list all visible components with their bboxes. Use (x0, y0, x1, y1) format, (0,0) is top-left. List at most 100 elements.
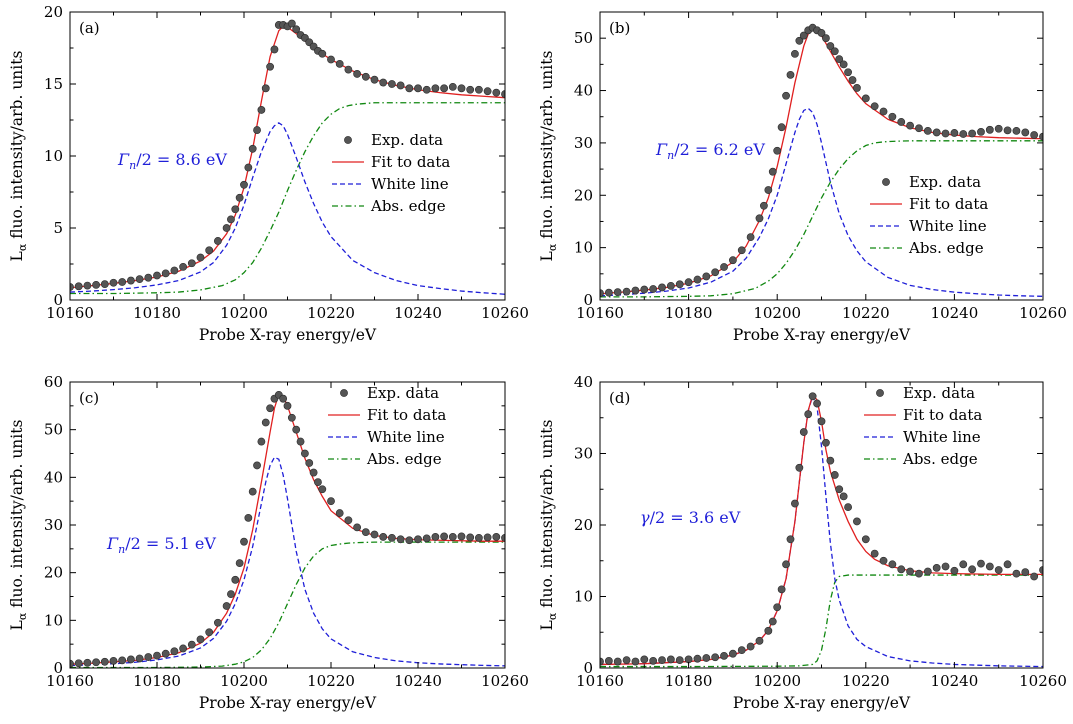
y-tick-label: 40 (44, 468, 63, 486)
data-point (314, 478, 322, 486)
data-point (813, 399, 821, 408)
y-tick-label: 20 (44, 564, 63, 582)
annotation-symbol: Γ (106, 534, 119, 553)
y-tick-label: 0 (53, 659, 63, 677)
data-point (799, 31, 808, 40)
data-point (822, 34, 830, 43)
gamma-annotation: γ/2 = 3.6 eV (640, 508, 741, 527)
data-point (144, 273, 153, 282)
data-point (153, 271, 161, 280)
x-tick-label: 10260 (1019, 304, 1067, 322)
x-tick-label: 10260 (1019, 672, 1067, 690)
data-point (861, 535, 870, 544)
data-point (684, 278, 693, 287)
data-point (448, 533, 457, 541)
data-point (248, 487, 257, 496)
y-tick-label: 30 (574, 445, 593, 463)
data-point (941, 562, 950, 571)
x-tick-label: 10180 (665, 672, 713, 690)
x-tick-label: 10180 (665, 304, 713, 322)
series-line-white-line (70, 122, 505, 295)
plot-area (600, 23, 1043, 298)
data-point (861, 94, 870, 103)
data-point (422, 534, 431, 543)
data-point (826, 456, 835, 465)
y-axis-label-sub: α (546, 243, 559, 251)
data-point (684, 655, 693, 664)
data-point (161, 269, 170, 278)
data-point (1039, 132, 1043, 141)
chart-panel-4: 10160 10180 10200 10220 10240 10260 0 10 20 30 40 P… (538, 373, 1067, 712)
gamma-annotation: Γn/2 = 5.1 eV (106, 534, 216, 556)
data-point (773, 603, 782, 612)
data-point (327, 497, 335, 506)
y-tick-label: 5 (53, 219, 63, 237)
y-tick-label: 50 (574, 29, 593, 47)
legend-label: White line (371, 175, 449, 193)
y-tick-label: 0 (583, 659, 593, 677)
data-point (613, 288, 622, 297)
data-point (826, 42, 835, 50)
y-tick-label: 20 (574, 186, 593, 204)
plot-area (70, 390, 505, 668)
data-point (848, 76, 857, 84)
data-point (1012, 569, 1021, 578)
annotation-symbol: Γ (117, 150, 130, 169)
data-point (720, 651, 728, 660)
data-point (808, 392, 817, 401)
series-line-abs-edge (600, 574, 1043, 668)
data-point (985, 125, 994, 134)
data-point (897, 118, 906, 126)
y-axis-label-main: L (8, 620, 26, 630)
annotation-text: /2 = 3.6 eV (650, 508, 741, 527)
data-point (768, 167, 777, 176)
gamma-annotation: Γn/2 = 6.2 eV (655, 140, 765, 162)
y-tick-label: 10 (574, 239, 593, 257)
data-point (179, 262, 187, 271)
data-point (74, 282, 83, 291)
data-point (888, 112, 897, 121)
data-point (622, 287, 631, 296)
y-tick-label: 30 (44, 516, 63, 534)
data-point (431, 533, 440, 541)
data-point (227, 590, 235, 599)
data-point (1030, 131, 1039, 139)
data-point (483, 533, 492, 542)
data-point (640, 655, 649, 664)
x-tick-label: 10220 (307, 304, 355, 322)
y-axis-label-rest: fluo. intensity/arb. units (538, 420, 556, 613)
data-point (1003, 126, 1012, 135)
x-axis-label: Probe X-ray energy/eV (199, 326, 377, 344)
annotation-subscript: n (118, 543, 125, 556)
legend-label: White line (367, 428, 445, 446)
data-point (283, 401, 292, 410)
data-point (839, 492, 848, 501)
data-point (414, 84, 422, 93)
data-point (379, 78, 388, 87)
data-point (361, 72, 370, 81)
data-point (161, 649, 170, 658)
x-tick-label: 10240 (394, 304, 442, 322)
data-point (205, 628, 214, 637)
y-axis-label-main: L (538, 620, 556, 630)
data-point (959, 130, 968, 138)
data-point (1030, 572, 1039, 581)
x-tick-label: 10260 (481, 304, 529, 322)
legend-label: Exp. data (909, 173, 981, 191)
x-tick-label: 10160 (576, 672, 624, 690)
data-point (755, 214, 764, 223)
data-point (777, 123, 786, 132)
data-point (675, 280, 684, 289)
data-point (222, 602, 231, 610)
data-point (640, 285, 649, 294)
chart-panel-3: 10160 10180 10200 10220 10240 10260 0 10 20 30 40 5… (8, 373, 529, 712)
data-point (118, 656, 127, 665)
data-point (187, 640, 196, 649)
data-point (755, 636, 764, 645)
data-point (737, 246, 746, 255)
data-point (474, 533, 483, 542)
x-tick-label: 10220 (842, 304, 890, 322)
data-point (257, 106, 266, 114)
data-point (799, 428, 808, 436)
data-point (604, 288, 613, 297)
